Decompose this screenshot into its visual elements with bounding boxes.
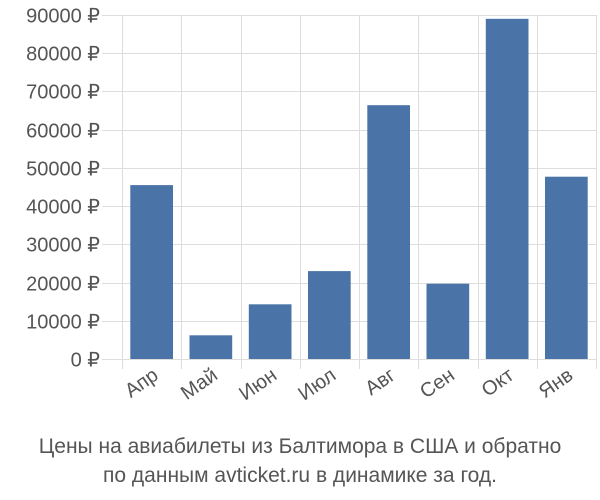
x-tick-label: Июн [235, 364, 281, 405]
x-tick-label: Апр [121, 364, 163, 402]
x-tick-label: Авг [361, 364, 399, 400]
y-tick-label: 20000 ₽ [26, 274, 100, 296]
y-tick-label: 60000 ₽ [26, 121, 100, 143]
bar [308, 271, 351, 359]
bar [189, 335, 233, 359]
y-tick-label: 90000 ₽ [26, 6, 100, 28]
bars [130, 18, 588, 360]
y-tick-label: 10000 ₽ [26, 312, 100, 334]
bar [248, 304, 292, 359]
y-axis-ticks: 0 ₽ 10000 ₽ 20000 ₽ 30000 ₽ 40000 ₽ 50000 ₽ 60… [26, 6, 100, 372]
bar [426, 283, 470, 359]
bar [130, 185, 173, 359]
bar [485, 18, 529, 360]
x-tick-label: Окт [478, 364, 518, 401]
x-tick-label: Янв [535, 364, 577, 403]
x-tick-label: Май [177, 364, 222, 404]
x-tick-label: Сен [416, 364, 459, 403]
bar-chart: 0 ₽ 10000 ₽ 20000 ₽ 30000 ₽ 40000 ₽ 50000 ₽ 60… [26, 6, 597, 405]
chart-caption-line-1: Цены на авиабилеты из Балтимора в США и … [38, 435, 562, 458]
x-axis-ticks: Апр Май Июн Июл Авг Сен Окт Янв [121, 364, 577, 405]
y-tick-label: 30000 ₽ [26, 235, 100, 257]
x-tick-label: Июл [294, 364, 340, 405]
y-tick-label: 0 ₽ [71, 350, 101, 372]
chart-caption-line-2: по данным avticket.ru в динамике за год. [103, 464, 497, 487]
grid [102, 15, 597, 369]
y-tick-label: 70000 ₽ [26, 82, 100, 104]
y-tick-label: 50000 ₽ [26, 159, 100, 181]
y-tick-label: 80000 ₽ [26, 44, 100, 66]
bar [367, 105, 410, 359]
y-tick-label: 40000 ₽ [26, 197, 100, 219]
bar [545, 176, 588, 359]
